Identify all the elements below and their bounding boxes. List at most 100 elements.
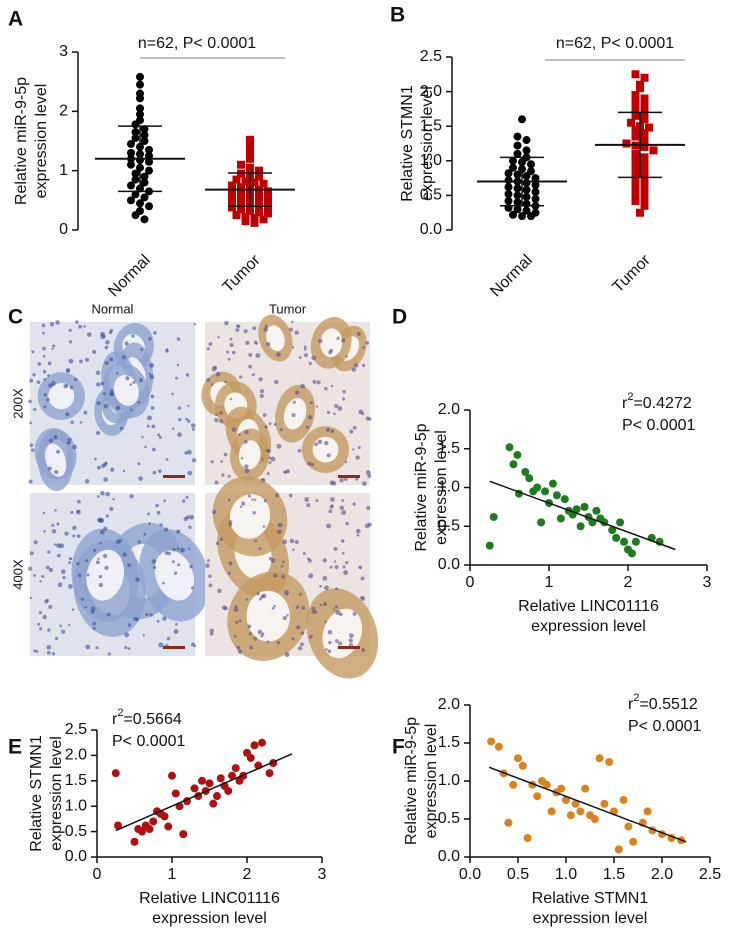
data-point — [255, 172, 263, 181]
data-point — [547, 807, 556, 816]
data-point — [643, 807, 652, 816]
x-tick-label: 2 — [624, 574, 633, 591]
data-point — [264, 187, 272, 196]
annotation: n=62, P< 0.0001 — [556, 35, 674, 52]
nucleus — [186, 449, 192, 455]
nucleus — [324, 440, 329, 446]
nucleus — [324, 620, 327, 624]
nucleus — [156, 510, 161, 515]
nucleus — [43, 393, 47, 397]
nucleus — [171, 560, 175, 564]
nucleus — [42, 369, 47, 374]
nucleus — [238, 619, 242, 623]
nucleus — [265, 449, 269, 453]
data-point — [562, 796, 570, 804]
nucleus — [153, 331, 157, 335]
x-tick-label: 1 — [168, 866, 177, 883]
lumen — [266, 325, 285, 352]
nucleus — [206, 347, 210, 351]
x-tick-label: 0 — [466, 574, 475, 591]
nucleus — [284, 652, 290, 658]
nucleus — [306, 557, 310, 561]
nucleus — [47, 374, 50, 377]
nucleus — [353, 363, 359, 368]
data-point — [255, 208, 263, 217]
nucleus — [45, 565, 50, 570]
nucleus — [352, 502, 356, 506]
nucleus — [270, 456, 276, 462]
data-point — [645, 123, 653, 132]
nucleus — [244, 429, 249, 435]
nucleus — [268, 556, 273, 561]
x-tick-label: 2.5 — [699, 866, 721, 883]
nucleus — [288, 493, 293, 498]
nucleus — [308, 361, 312, 366]
nucleus — [102, 553, 108, 559]
nucleus — [48, 567, 53, 573]
data-point — [504, 818, 513, 827]
nucleus — [122, 469, 126, 473]
nucleus — [362, 481, 367, 487]
nucleus — [42, 511, 46, 515]
data-point — [131, 120, 140, 129]
nucleus — [219, 419, 224, 424]
nucleus — [276, 529, 282, 535]
sd-bar — [618, 111, 662, 179]
nucleus — [341, 510, 347, 515]
data-point — [531, 194, 540, 203]
data-point — [631, 163, 640, 172]
y-tick-label: 3 — [59, 43, 68, 60]
nucleus — [39, 580, 42, 583]
data-point — [513, 132, 522, 141]
nucleus — [297, 448, 302, 453]
data-point — [513, 191, 522, 200]
nucleus — [172, 427, 175, 430]
nucleus — [150, 394, 155, 399]
data-point — [136, 110, 144, 119]
nucleus — [124, 341, 129, 346]
stat-value: =0.5664 — [123, 711, 181, 728]
nucleus — [79, 421, 83, 424]
y-tick-label: 0.0 — [420, 221, 442, 238]
sd-bar — [500, 156, 544, 207]
x-axis-label: Relative STMN1 — [532, 890, 649, 907]
nucleus — [228, 498, 231, 502]
nucleus — [96, 382, 101, 387]
stat-value: =0.4272 — [633, 395, 691, 412]
nucleus — [342, 397, 346, 401]
nucleus — [282, 616, 287, 621]
data-point — [631, 132, 640, 141]
data-point — [250, 178, 259, 187]
data-point — [631, 196, 640, 205]
nucleus — [185, 417, 188, 421]
y-tick-label: 2.0 — [65, 747, 87, 764]
nucleus — [244, 468, 250, 474]
nucleus — [137, 540, 142, 544]
nucleus — [310, 462, 315, 467]
data-point — [513, 198, 522, 207]
data-point — [136, 80, 144, 89]
nucleus — [71, 608, 75, 611]
nucleus — [127, 647, 131, 650]
nucleus — [51, 347, 54, 351]
nucleus — [294, 330, 299, 335]
nucleus — [268, 422, 272, 426]
data-point — [127, 160, 135, 169]
nucleus — [255, 353, 261, 358]
nucleus — [273, 573, 278, 578]
nucleus — [259, 393, 264, 398]
data-point — [216, 774, 225, 783]
data-point — [246, 207, 254, 216]
data-point — [255, 166, 263, 175]
nucleus — [68, 358, 74, 364]
nucleus — [98, 582, 104, 588]
nucleus — [248, 364, 253, 369]
nucleus — [141, 436, 144, 439]
data-point — [640, 187, 649, 196]
data-point — [241, 212, 250, 221]
data-point — [576, 522, 585, 531]
nucleus — [91, 610, 95, 614]
nucleus — [352, 425, 357, 430]
micrograph — [27, 490, 210, 656]
nucleus — [334, 564, 339, 570]
